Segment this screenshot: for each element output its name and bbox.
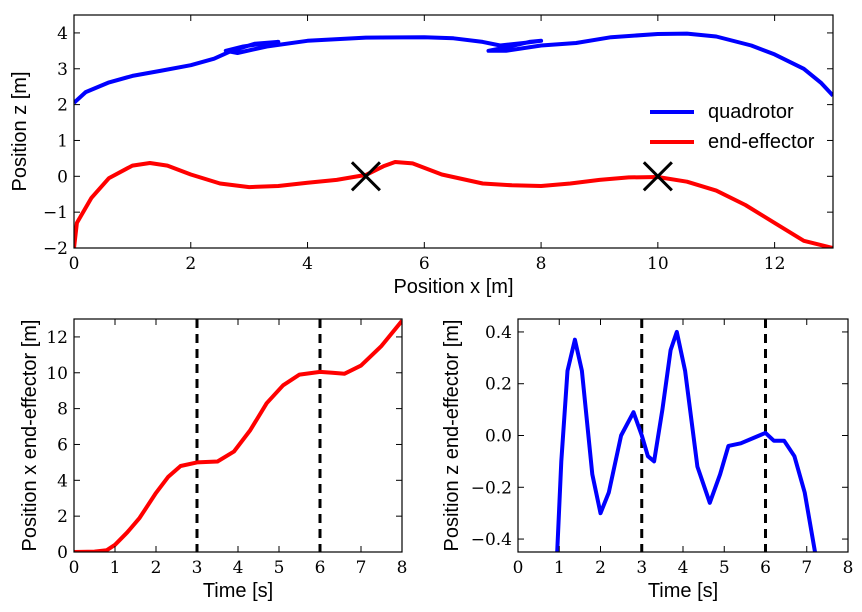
cross-marker-stroke <box>642 161 673 192</box>
x-axis-label: Time [s] <box>648 580 718 602</box>
x-tick-label: 10 <box>647 254 669 274</box>
cross-marker <box>350 161 381 192</box>
x-tick-label: 4 <box>678 558 689 578</box>
y-tick-label: 10 <box>46 364 68 384</box>
x-axis-label: Position x [m] <box>393 276 513 298</box>
y-tick-label: 4 <box>57 24 68 44</box>
x-tick-label: 0 <box>513 558 524 578</box>
x-tick-label: 8 <box>397 558 408 578</box>
y-tick-label: 6 <box>57 435 68 455</box>
x-tick-label: 3 <box>192 558 203 578</box>
x-tick-label: 7 <box>356 558 367 578</box>
x-tick-label: 1 <box>110 558 121 578</box>
x-tick-label: 6 <box>760 558 771 578</box>
series-line-z-end-effector <box>555 329 817 552</box>
y-tick-label: 2 <box>57 507 68 527</box>
y-tick-label: 0 <box>57 543 68 563</box>
x-tick-label: 5 <box>274 558 285 578</box>
y-tick-label: 4 <box>57 471 68 491</box>
series-line-x-end-effector <box>74 319 402 552</box>
x-tick-label: 1 <box>554 558 565 578</box>
x-axis-label: Time [s] <box>203 580 273 602</box>
legend-label: end-effector <box>708 131 815 153</box>
cross-marker-stroke <box>350 161 381 192</box>
cross-marker <box>642 161 673 192</box>
y-tick-label: 1 <box>57 131 68 151</box>
x-tick-label: 2 <box>595 558 606 578</box>
axes-frame <box>73 14 834 249</box>
y-tick-label: 0.4 <box>485 323 512 343</box>
bottom-right-plot: 0 1 2 3 4 5 6 7 8 −0.4 −0.2 0.0 0.2 0.4 Time [s] Positi… <box>441 318 854 602</box>
x-tick-label: 2 <box>185 254 196 274</box>
x-tick-label: 4 <box>233 558 244 578</box>
x-tick-label: 3 <box>636 558 647 578</box>
x-tick-label: 0 <box>69 254 80 274</box>
x-tick-label: 4 <box>302 254 313 274</box>
y-tick-label: 3 <box>57 60 68 80</box>
legend-label: quadrotor <box>708 101 794 123</box>
y-axis-label: Position z end-effector [m] <box>441 320 463 552</box>
x-tick-label: 8 <box>843 558 854 578</box>
y-tick-label: 0 <box>57 167 68 187</box>
x-tick-label: 7 <box>801 558 812 578</box>
x-tick-label: 12 <box>764 254 786 274</box>
y-tick-label: −2 <box>43 239 68 259</box>
series-line-quadrotor <box>74 31 833 105</box>
y-tick-label: 0.2 <box>485 375 512 395</box>
y-tick-label: 2 <box>57 96 68 116</box>
x-tick-label: 6 <box>315 558 326 578</box>
y-tick-label: −0.4 <box>471 530 512 550</box>
x-tick-label: 5 <box>719 558 730 578</box>
x-tick-label: 8 <box>536 254 547 274</box>
x-tick-label: 0 <box>69 558 80 578</box>
y-tick-label: 0.0 <box>485 427 512 447</box>
y-tick-label: 12 <box>46 328 68 348</box>
series-line-end-effector <box>74 160 833 248</box>
x-tick-label: 6 <box>419 254 430 274</box>
y-tick-label: 8 <box>57 400 68 420</box>
x-tick-label: 2 <box>151 558 162 578</box>
axes-frame <box>73 318 403 553</box>
y-tick-label: −1 <box>43 203 68 223</box>
y-tick-label: −0.2 <box>471 478 512 498</box>
y-axis-label: Position z [m] <box>9 71 31 191</box>
y-axis-label: Position x end-effector [m] <box>19 320 41 552</box>
